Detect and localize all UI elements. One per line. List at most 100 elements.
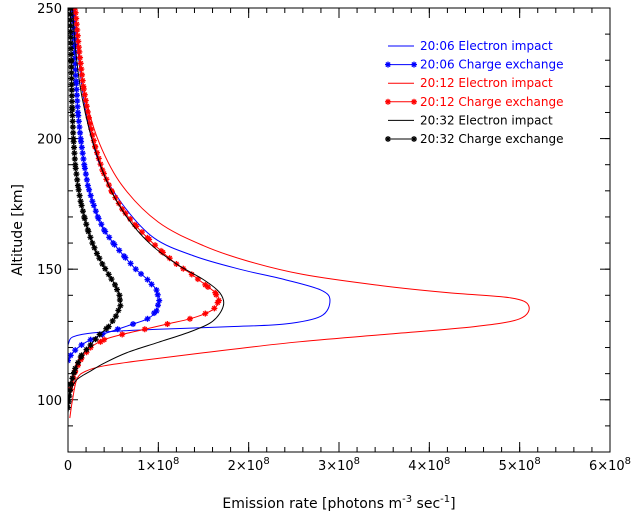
series-marker [112,313,119,320]
x-axis-title: Emission rate [photons m-3 sec-1] [222,494,455,512]
series-marker [82,171,89,178]
legend-swatch-marker [385,136,391,142]
series-marker [89,198,96,205]
series-marker [75,186,82,193]
series-marker [96,331,103,338]
series-marker [72,365,79,372]
series-marker [156,297,163,304]
series-marker [68,387,73,394]
series-marker [148,281,155,288]
x-tick-mantissa: 5×10 [499,459,535,474]
series-marker [68,22,74,29]
legend-swatch-marker [411,98,417,105]
x-tick-exponent: 8 [534,456,540,467]
series-marker [130,321,137,328]
series-marker [68,398,72,405]
series-marker [92,208,99,215]
series-marker [87,341,94,348]
series-marker [75,118,82,125]
x-axis-title-end: ] [450,496,455,512]
series-marker [84,108,91,115]
series-marker [74,103,81,110]
series-marker [69,118,76,125]
series-marker [215,297,222,304]
series-line [68,8,225,413]
series-marker [138,229,145,236]
series-marker [68,28,74,35]
series-marker [102,265,109,272]
series-marker [73,78,80,85]
series-line [68,8,160,361]
series-marker [105,271,112,278]
series-marker [68,381,74,388]
series-marker [101,336,108,343]
y-tick-label: 250 [37,2,62,17]
series-marker [76,124,83,131]
legend-label: 20:32 Charge exchange [420,132,564,146]
x-tick-exponent: 8 [625,456,631,467]
series-marker [211,305,218,312]
series-marker [78,144,85,151]
series-marker [84,227,91,233]
series-marker [77,135,84,142]
series-marker [138,270,145,277]
x-tick-exponent: 8 [263,456,269,467]
series-marker [83,103,90,110]
series-marker [212,289,219,296]
series-marker [68,39,74,46]
series-marker [68,404,71,411]
series-marker [68,34,74,41]
series-marker [71,144,78,151]
series-marker [79,71,86,78]
series-marker [117,302,124,309]
y-tick-label: 200 [37,133,62,148]
series-marker [76,192,83,199]
series-marker [75,359,82,366]
series-marker [108,276,115,283]
series-marker [141,326,148,333]
series-marker [80,155,87,162]
series-marker [91,244,98,251]
series-line [68,8,331,346]
series-marker [94,213,101,220]
series-marker [92,336,99,343]
series-marker [89,240,96,247]
series-marker [98,221,105,228]
series-marker [69,104,76,111]
series-marker [153,287,160,294]
y-tick-label: 150 [37,263,62,278]
tick-marks [67,7,611,453]
x-tick-mantissa: 3×10 [318,459,354,474]
series-marker [81,161,88,168]
series-marker [132,266,139,273]
series-marker [74,97,81,104]
series-marker [80,83,87,90]
series-marker [78,202,85,209]
x-axis-title-sup1: -3 [402,494,412,505]
series-marker [70,129,77,136]
series-marker [78,66,85,73]
series-marker [144,234,151,241]
series-marker [68,57,75,64]
x-tick-exponent: 8 [173,456,179,467]
series-marker [72,9,79,16]
legend-label: 20:06 Charge exchange [420,58,564,72]
legend-swatch-marker [385,61,391,68]
series-marker [68,87,75,94]
legend-label: 20:12 Electron impact [420,76,553,90]
y-tick-label: 100 [37,394,62,409]
legend-swatch-marker [385,98,391,105]
series-marker [202,281,209,288]
series-marker [68,357,71,364]
series-line [69,8,530,419]
series-marker [188,271,195,278]
series-marker [87,120,94,127]
series-marker [101,227,108,233]
x-axis-title-sup2: -1 [440,494,450,505]
series-marker [75,44,82,51]
series-marker [68,98,75,105]
series-marker [96,255,103,262]
series-marker [69,375,76,382]
series-marker [77,129,84,136]
